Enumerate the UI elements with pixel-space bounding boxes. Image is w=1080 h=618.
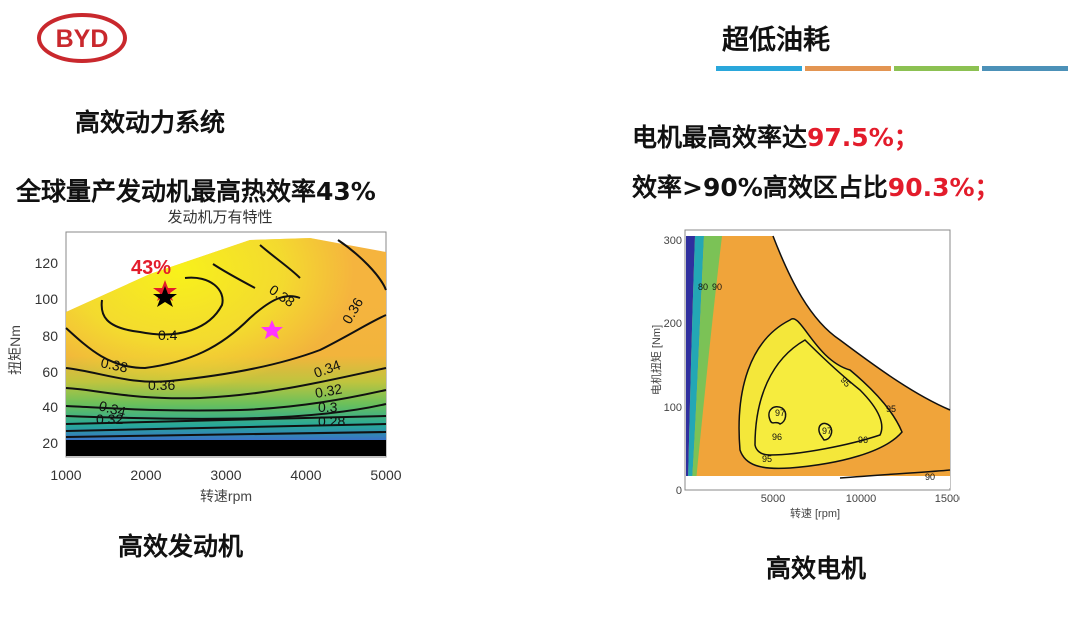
motor-x-label: 转速 [rpm]	[790, 506, 840, 520]
color-divider	[716, 66, 1068, 71]
svg-text:20: 20	[42, 435, 58, 451]
svg-text:15000: 15000	[935, 493, 960, 505]
svg-text:80: 80	[42, 328, 58, 344]
high-efficiency-zone-stat: 效率>90%高效区占比90.3%；	[632, 168, 1000, 204]
svg-text:4000: 4000	[290, 467, 321, 483]
svg-text:96: 96	[772, 432, 782, 442]
byd-logo: BYD	[36, 12, 128, 64]
stat1-label: 电机最高效率达	[632, 123, 808, 152]
peak-star-black-icon	[153, 286, 177, 307]
svg-text:95: 95	[838, 375, 852, 389]
stat2-value: 90.3%；	[887, 173, 1000, 202]
svg-text:80: 80	[698, 282, 708, 292]
engine-x-label: 转速rpm	[200, 488, 252, 504]
svg-text:97: 97	[822, 426, 832, 436]
svg-text:40: 40	[42, 399, 58, 415]
divider-segment-green	[893, 66, 980, 71]
svg-text:5000: 5000	[761, 493, 785, 505]
divider-segment-orange	[804, 66, 891, 71]
divider-segment-blue	[716, 66, 802, 71]
svg-text:0: 0	[676, 485, 682, 497]
section-title-right: 超低油耗	[722, 25, 830, 56]
operating-point-star-icon	[261, 320, 283, 339]
svg-text:0.4: 0.4	[158, 327, 178, 343]
svg-text:10000: 10000	[846, 493, 877, 505]
svg-text:300: 300	[664, 235, 682, 247]
engine-caption: 高效发动机	[118, 532, 244, 561]
motor-efficiency-stat: 电机最高效率达97.5%；	[632, 118, 919, 154]
svg-text:0.28: 0.28	[318, 413, 345, 429]
section-title-left: 高效动力系统	[75, 108, 226, 137]
logo-text: BYD	[56, 25, 109, 53]
svg-text:95: 95	[886, 404, 896, 414]
svg-text:97: 97	[775, 408, 785, 418]
svg-text:90: 90	[712, 282, 722, 292]
divider-segment-steel	[982, 66, 1068, 71]
stat1-value: 97.5%；	[807, 123, 919, 152]
svg-text:0.3: 0.3	[318, 399, 338, 415]
svg-text:100: 100	[35, 291, 59, 307]
engine-map-chart: 发动机万有特性 0.4 0.38 0.36 0.38 0.36 0.3	[0, 200, 410, 510]
svg-text:1000: 1000	[50, 467, 81, 483]
engine-headline: 全球量产发动机最高热效率43%	[16, 177, 376, 206]
svg-text:96: 96	[858, 435, 868, 445]
stat2-label: 效率>90%高效区占比	[632, 173, 888, 202]
svg-text:0.38: 0.38	[99, 354, 129, 375]
svg-text:3000: 3000	[210, 467, 241, 483]
motor-map-chart: 96 95 95 95 96 97 97 90 80 90 0 100 200 …	[640, 220, 965, 520]
peak-efficiency-label: 43%	[131, 257, 171, 279]
engine-chart-title: 发动机万有特性	[167, 209, 272, 226]
motor-caption: 高效电机	[766, 554, 867, 583]
engine-y-label: 扭矩Nm	[7, 325, 23, 375]
svg-text:0.32: 0.32	[96, 411, 123, 427]
svg-text:0.32: 0.32	[314, 380, 344, 401]
svg-text:90: 90	[925, 472, 935, 482]
motor-y-label: 电机扭矩 [Nm]	[649, 325, 663, 395]
svg-text:200: 200	[664, 318, 682, 330]
svg-text:2000: 2000	[130, 467, 161, 483]
svg-text:60: 60	[42, 364, 58, 380]
svg-text:95: 95	[762, 454, 772, 464]
svg-text:0.36: 0.36	[148, 377, 175, 393]
svg-text:120: 120	[35, 255, 59, 271]
svg-text:5000: 5000	[370, 467, 401, 483]
svg-text:0.34: 0.34	[97, 397, 128, 420]
svg-text:100: 100	[664, 402, 682, 414]
